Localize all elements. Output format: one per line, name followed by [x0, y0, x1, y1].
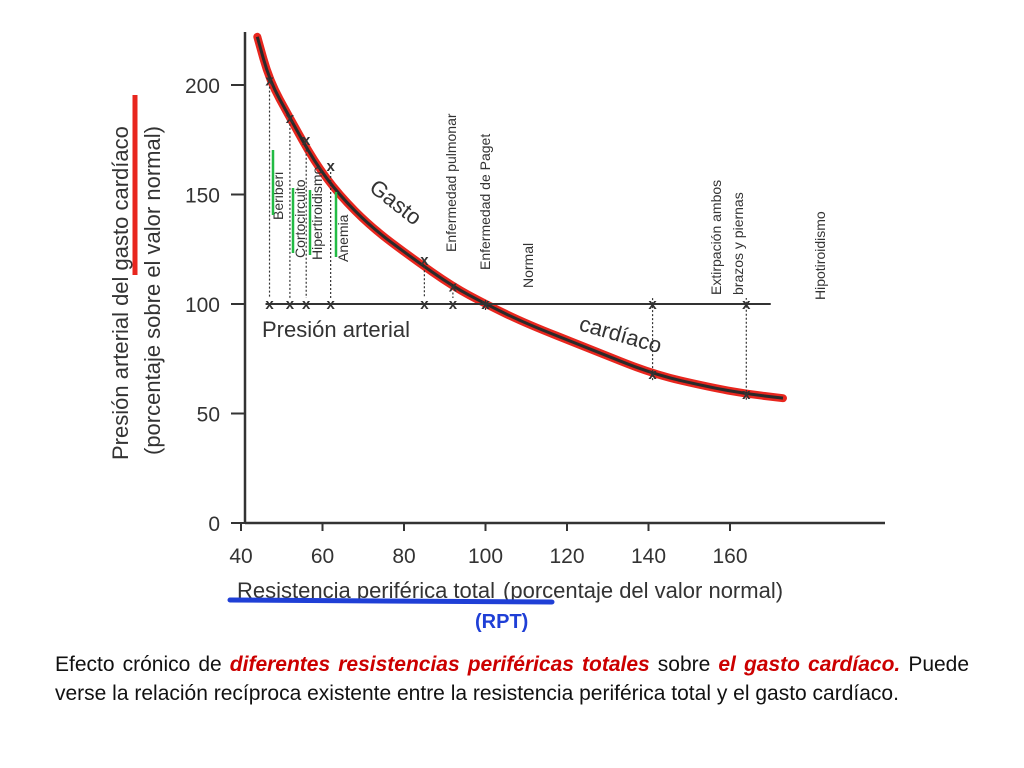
y-tick-label: 200	[185, 75, 220, 98]
caption-part3: sobre	[649, 653, 719, 676]
condition-mark: xx	[326, 158, 335, 313]
caption-highlight-gasto: el gasto cardíaco.	[718, 653, 901, 676]
gasto-marker: x	[449, 278, 458, 295]
presion-marker: x	[420, 296, 429, 313]
chart-axes: 40 60 80 100 120 140 160 0 50 100 150 200	[185, 32, 885, 568]
condition-mark: xx	[265, 73, 274, 313]
condition-label: Cortocircuito	[292, 179, 308, 258]
x-tick-label: 60	[311, 545, 334, 568]
x-tick-label: 100	[468, 545, 503, 568]
y-axis-title-suffix: (porcentaje sobre el valor normal)	[140, 126, 165, 455]
condition-label: Normal	[520, 243, 536, 288]
curve-layer	[253, 32, 787, 403]
condition-label: Extirpación ambos	[708, 180, 724, 295]
presion-marker: x	[449, 296, 458, 313]
condition-label: Anemia	[335, 214, 351, 262]
gasto-marker: x	[302, 132, 311, 149]
condition-mark: xx	[481, 296, 490, 313]
presion-marker: x	[286, 296, 295, 313]
line-label-presion: Presión arterial	[262, 317, 410, 342]
y-tick-label: 100	[185, 294, 220, 317]
caption-part5: Puede verse la relación recíproca existe…	[55, 653, 970, 705]
x-axis-title-suffix: (porcentaje del valor normal)	[503, 578, 783, 603]
rpt-annotation: (RPT)	[475, 611, 528, 633]
gasto-marker: x	[420, 252, 429, 269]
x-tick-label: 80	[392, 545, 415, 568]
y-tick-label: 150	[185, 185, 220, 208]
labels-layer: Resistencia periférica total (porcentaje …	[108, 95, 828, 633]
presion-marker: x	[742, 296, 751, 313]
condition-label: Hipotiroidismo	[812, 211, 828, 300]
condition-mark: xx	[648, 296, 657, 383]
condition-mark: xx	[302, 132, 311, 313]
condition-label: Enfermedad pulmonar	[443, 113, 459, 252]
condition-mark: xx	[420, 252, 429, 313]
presion-marker: x	[302, 296, 311, 313]
condition-mark: xx	[742, 296, 751, 403]
presion-marker: x	[326, 296, 335, 313]
gasto-marker: x	[742, 386, 751, 403]
gasto-marker: x	[326, 158, 335, 175]
curve-label-gasto: Gasto	[365, 174, 427, 230]
figure-caption: Efecto crónico de diferentes resistencia…	[55, 650, 969, 708]
x-tick-label: 40	[229, 545, 252, 568]
y-tick-label: 0	[208, 513, 220, 536]
x-axis-title: Resistencia periférica total (porcentaje …	[237, 578, 783, 603]
presion-marker: x	[648, 296, 657, 313]
y-axis-title: Presión arterial del gasto cardíaco	[108, 126, 133, 460]
condition-label: Hipertiroidismo	[309, 166, 325, 260]
condition-mark: xx	[286, 110, 295, 313]
x-axis-highlight	[227, 597, 555, 605]
x-tick-label: 160	[712, 545, 747, 568]
x-tick-label: 120	[549, 545, 584, 568]
gasto-marker: x	[481, 296, 490, 313]
presion-marker: x	[265, 296, 274, 313]
gasto-curve	[255, 36, 784, 400]
condition-label-line2: brazos y piernas	[730, 192, 746, 295]
caption-highlight-rpt: diferentes resistencias periféricas tota…	[229, 653, 650, 676]
x-tick-label: 140	[631, 545, 666, 568]
condition-mark: xx	[449, 278, 458, 313]
gasto-marker: x	[286, 110, 295, 127]
y-tick-label: 50	[197, 404, 220, 427]
gasto-marker: x	[265, 73, 274, 90]
condition-label: Enfermedad de Paget	[477, 134, 493, 270]
presion-marker: x	[481, 296, 490, 313]
gasto-marker: x	[648, 366, 657, 383]
caption-part1: Efecto crónico de	[55, 653, 230, 676]
